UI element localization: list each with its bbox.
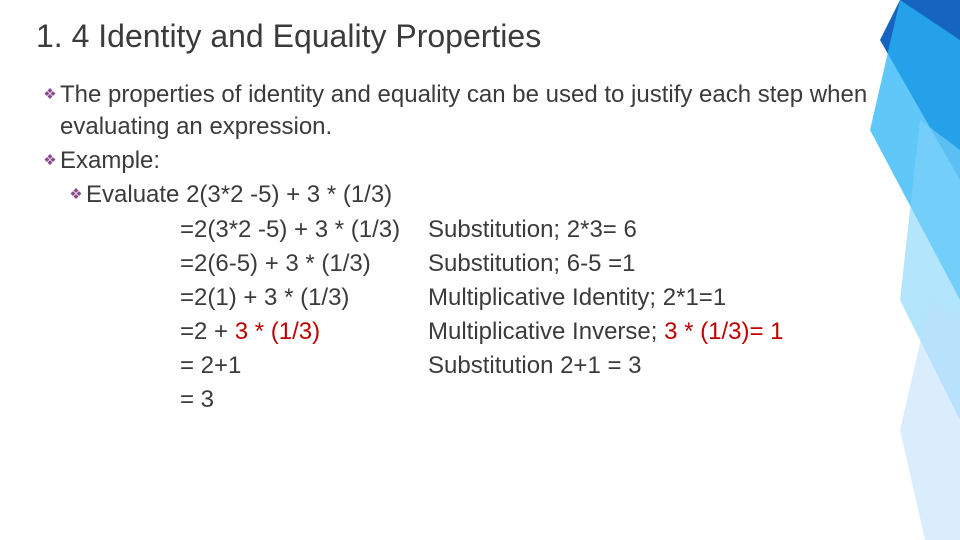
step-expression: =2 + 3 * (1/3) <box>180 315 428 349</box>
bullet-text: The properties of identity and equality … <box>60 79 932 143</box>
slide-title: 1. 4 Identity and Equality Properties <box>36 18 932 55</box>
bullet-item: ❖ The properties of identity and equalit… <box>40 79 932 143</box>
step-row: =2(3*2 -5) + 3 * (1/3) Substitution; 2*3… <box>180 213 932 247</box>
step-row: = 2+1 Substitution 2+1 = 3 <box>180 349 932 383</box>
bullet-text: Evaluate 2(3*2 -5) + 3 * (1/3) <box>86 179 932 211</box>
step-expression: =2(6-5) + 3 * (1/3) <box>180 247 428 281</box>
step-row: = 3 <box>180 383 932 417</box>
bullet-text: Example: <box>60 145 932 177</box>
step-expression: = 2+1 <box>180 349 428 383</box>
step-justification <box>428 383 932 417</box>
step-justification: Substitution; 6-5 =1 <box>428 247 932 281</box>
step-expression: =2(3*2 -5) + 3 * (1/3) <box>180 213 428 247</box>
bullet-item: ❖ Evaluate 2(3*2 -5) + 3 * (1/3) <box>66 179 932 211</box>
step-justification: Multiplicative Identity; 2*1=1 <box>428 281 932 315</box>
bullet-item: ❖ Example: <box>40 145 932 177</box>
diamond-bullet-icon: ❖ <box>66 179 86 211</box>
step-expression: = 3 <box>180 383 428 417</box>
step-row: =2 + 3 * (1/3) Multiplicative Inverse; 3… <box>180 315 932 349</box>
evaluation-steps: =2(3*2 -5) + 3 * (1/3) Substitution; 2*3… <box>180 213 932 417</box>
step-justification: Substitution; 2*3= 6 <box>428 213 932 247</box>
step-row: =2(6-5) + 3 * (1/3) Substitution; 6-5 =1 <box>180 247 932 281</box>
diamond-bullet-icon: ❖ <box>40 145 60 177</box>
diamond-bullet-icon: ❖ <box>40 79 60 111</box>
step-justification: Substitution 2+1 = 3 <box>428 349 932 383</box>
step-justification: Multiplicative Inverse; 3 * (1/3)= 1 <box>428 315 932 349</box>
step-expression: =2(1) + 3 * (1/3) <box>180 281 428 315</box>
step-row: =2(1) + 3 * (1/3) Multiplicative Identit… <box>180 281 932 315</box>
